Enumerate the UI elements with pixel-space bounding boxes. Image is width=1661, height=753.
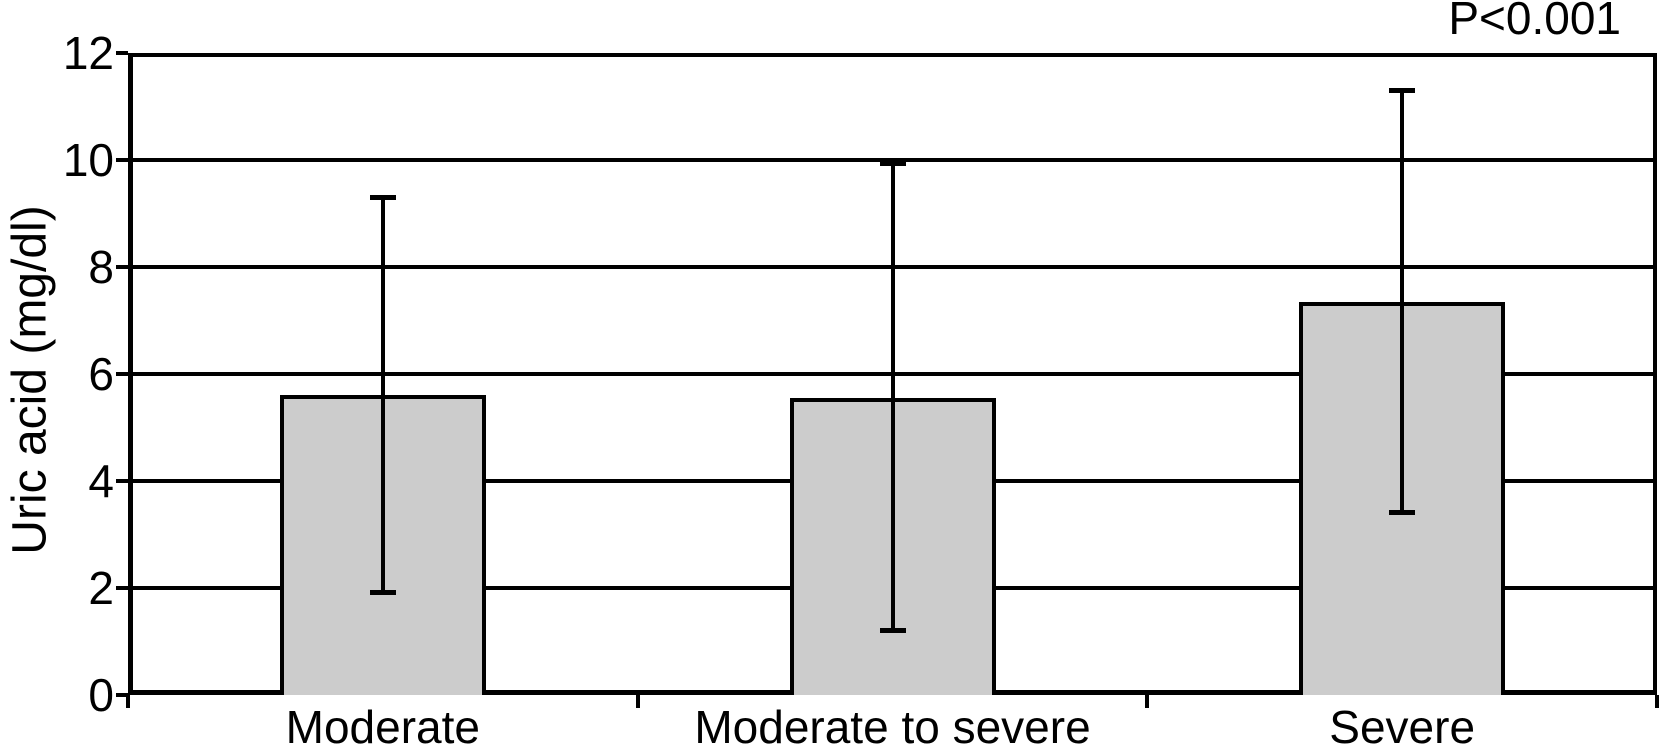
x-axis-tick: [1145, 695, 1150, 708]
y-axis-tick: [116, 372, 128, 376]
p-value-annotation: P<0.001: [1448, 0, 1621, 44]
error-bar-line: [890, 162, 895, 631]
y-axis-tick: [116, 586, 128, 590]
x-axis-tick: [1655, 695, 1659, 708]
y-tick-label: 2: [88, 562, 114, 614]
x-category-label: Moderate: [285, 701, 480, 753]
error-bar-cap-top: [879, 160, 906, 166]
y-axis-tick: [116, 265, 128, 269]
x-axis-tick: [126, 695, 130, 708]
y-tick-label: 0: [88, 669, 114, 721]
y-tick-label: 6: [88, 348, 114, 400]
y-axis-tick: [116, 479, 128, 483]
x-category-label: Moderate to severe: [694, 701, 1091, 753]
error-bar-cap-top: [369, 195, 396, 201]
y-axis-tick: [116, 51, 128, 55]
y-tick-label: 4: [88, 455, 114, 507]
y-tick-label: 8: [88, 241, 114, 293]
error-bar-line: [380, 197, 385, 594]
gridline: [128, 158, 1657, 162]
y-axis-tick: [116, 693, 128, 697]
y-axis-tick: [116, 158, 128, 162]
x-axis-tick: [635, 695, 640, 708]
x-category-label: Severe: [1329, 701, 1476, 753]
error-bar-cap-bottom: [1389, 510, 1416, 516]
error-bar-cap-bottom: [879, 627, 906, 633]
error-bar-cap-bottom: [369, 590, 396, 596]
y-tick-label: 12: [62, 27, 114, 79]
error-bar-cap-top: [1389, 88, 1416, 94]
error-bar-line: [1400, 90, 1405, 514]
y-tick-label: 10: [62, 134, 114, 186]
